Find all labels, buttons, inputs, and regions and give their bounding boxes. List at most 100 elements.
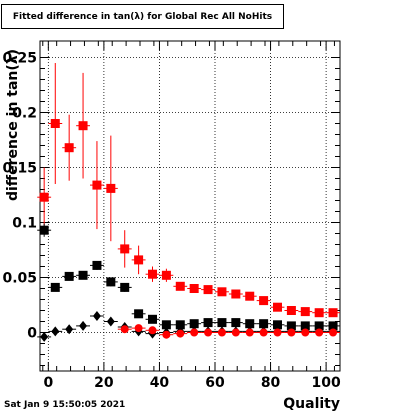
data-point — [131, 245, 146, 275]
square-marker — [134, 309, 144, 319]
data-point — [76, 270, 90, 280]
data-point — [284, 306, 299, 315]
square-marker — [106, 183, 116, 193]
diamond-marker — [65, 324, 74, 335]
data-point — [117, 230, 132, 268]
data-point — [173, 320, 188, 330]
data-point — [228, 328, 243, 337]
diamond-marker — [92, 311, 101, 321]
square-marker — [39, 225, 49, 235]
square-marker — [92, 260, 102, 270]
chart-title: Fitted difference in tan(λ) for Global R… — [1, 4, 284, 29]
y-tick-label: 0.1 — [12, 216, 37, 232]
data-point — [256, 296, 271, 306]
data-point — [131, 309, 146, 319]
square-marker — [161, 270, 171, 280]
square-marker — [300, 321, 310, 331]
y-axis-label-box: difference in tan(λ) — [4, 45, 22, 205]
data-point — [76, 72, 90, 179]
circle-marker — [148, 326, 157, 335]
x-tick-label: 0 — [43, 375, 53, 391]
square-marker — [245, 291, 255, 301]
x-tick-label: 80 — [261, 375, 281, 391]
square-marker — [217, 318, 227, 328]
data-point — [201, 328, 215, 337]
square-marker — [106, 277, 116, 287]
data-point — [326, 328, 340, 337]
data-point — [215, 328, 229, 337]
data-point — [37, 223, 52, 237]
square-marker — [217, 287, 227, 297]
circle-marker — [245, 328, 254, 337]
square-marker — [245, 319, 255, 329]
circle-marker — [329, 328, 338, 337]
square-marker — [314, 321, 324, 331]
data-point — [117, 282, 132, 292]
circle-marker — [190, 328, 199, 337]
data-point — [187, 284, 202, 293]
data-point — [187, 319, 202, 329]
data-point — [270, 320, 285, 330]
data-point — [256, 319, 271, 329]
data-point — [173, 281, 188, 291]
square-marker — [300, 307, 310, 317]
y-axis-label: difference in tan(λ) — [5, 48, 21, 202]
data-point — [131, 324, 146, 333]
square-marker — [39, 192, 49, 202]
data-point — [90, 311, 104, 321]
square-marker — [50, 119, 60, 128]
square-marker — [259, 319, 269, 329]
data-point — [201, 285, 215, 295]
circle-marker — [217, 328, 226, 337]
axis-ticks: 0 20 40 60 80 100 0 0.05 0.1 0.15 0.2 0.25 — [2, 41, 341, 391]
data-point — [103, 316, 118, 327]
data-point — [48, 63, 63, 184]
data-point — [242, 291, 257, 301]
circle-marker — [176, 329, 185, 338]
data-point — [312, 308, 327, 318]
y-tick-label: 0.15 — [2, 161, 37, 177]
data-point — [145, 266, 160, 282]
square-marker — [189, 284, 199, 293]
data-point — [312, 328, 327, 337]
square-marker — [328, 308, 338, 318]
data-point — [173, 329, 188, 338]
data-point — [228, 318, 243, 328]
circle-marker — [301, 328, 310, 337]
data-point — [187, 328, 202, 337]
data-point — [159, 320, 174, 330]
square-marker — [273, 320, 282, 330]
data-point — [37, 167, 52, 227]
square-marker — [286, 321, 296, 331]
square-marker — [148, 269, 157, 279]
data-point — [103, 277, 118, 287]
x-tick-label: 40 — [150, 375, 170, 391]
circle-marker — [162, 330, 171, 339]
data-point — [37, 331, 52, 342]
diamond-marker — [51, 326, 60, 337]
y-tick-label: 0.05 — [2, 271, 37, 287]
circle-marker — [231, 328, 240, 337]
data-point — [228, 289, 243, 299]
square-marker — [120, 282, 130, 292]
square-marker — [175, 281, 185, 291]
data-point — [159, 268, 174, 282]
circle-marker — [287, 328, 296, 337]
data-point — [201, 318, 215, 328]
square-marker — [189, 319, 199, 329]
data-point — [90, 141, 104, 230]
square-marker — [64, 143, 74, 153]
data-point — [298, 307, 313, 317]
square-marker — [64, 271, 74, 281]
data-point — [90, 260, 104, 270]
diamond-marker — [106, 316, 115, 327]
data-point — [270, 302, 285, 312]
data-point — [48, 282, 63, 292]
data-point — [215, 287, 229, 297]
x-tick-label: 20 — [94, 375, 114, 391]
diamond-marker — [40, 331, 49, 342]
data-point — [270, 328, 285, 337]
data-point — [62, 324, 77, 335]
square-marker — [161, 320, 171, 330]
data-point — [117, 325, 132, 334]
